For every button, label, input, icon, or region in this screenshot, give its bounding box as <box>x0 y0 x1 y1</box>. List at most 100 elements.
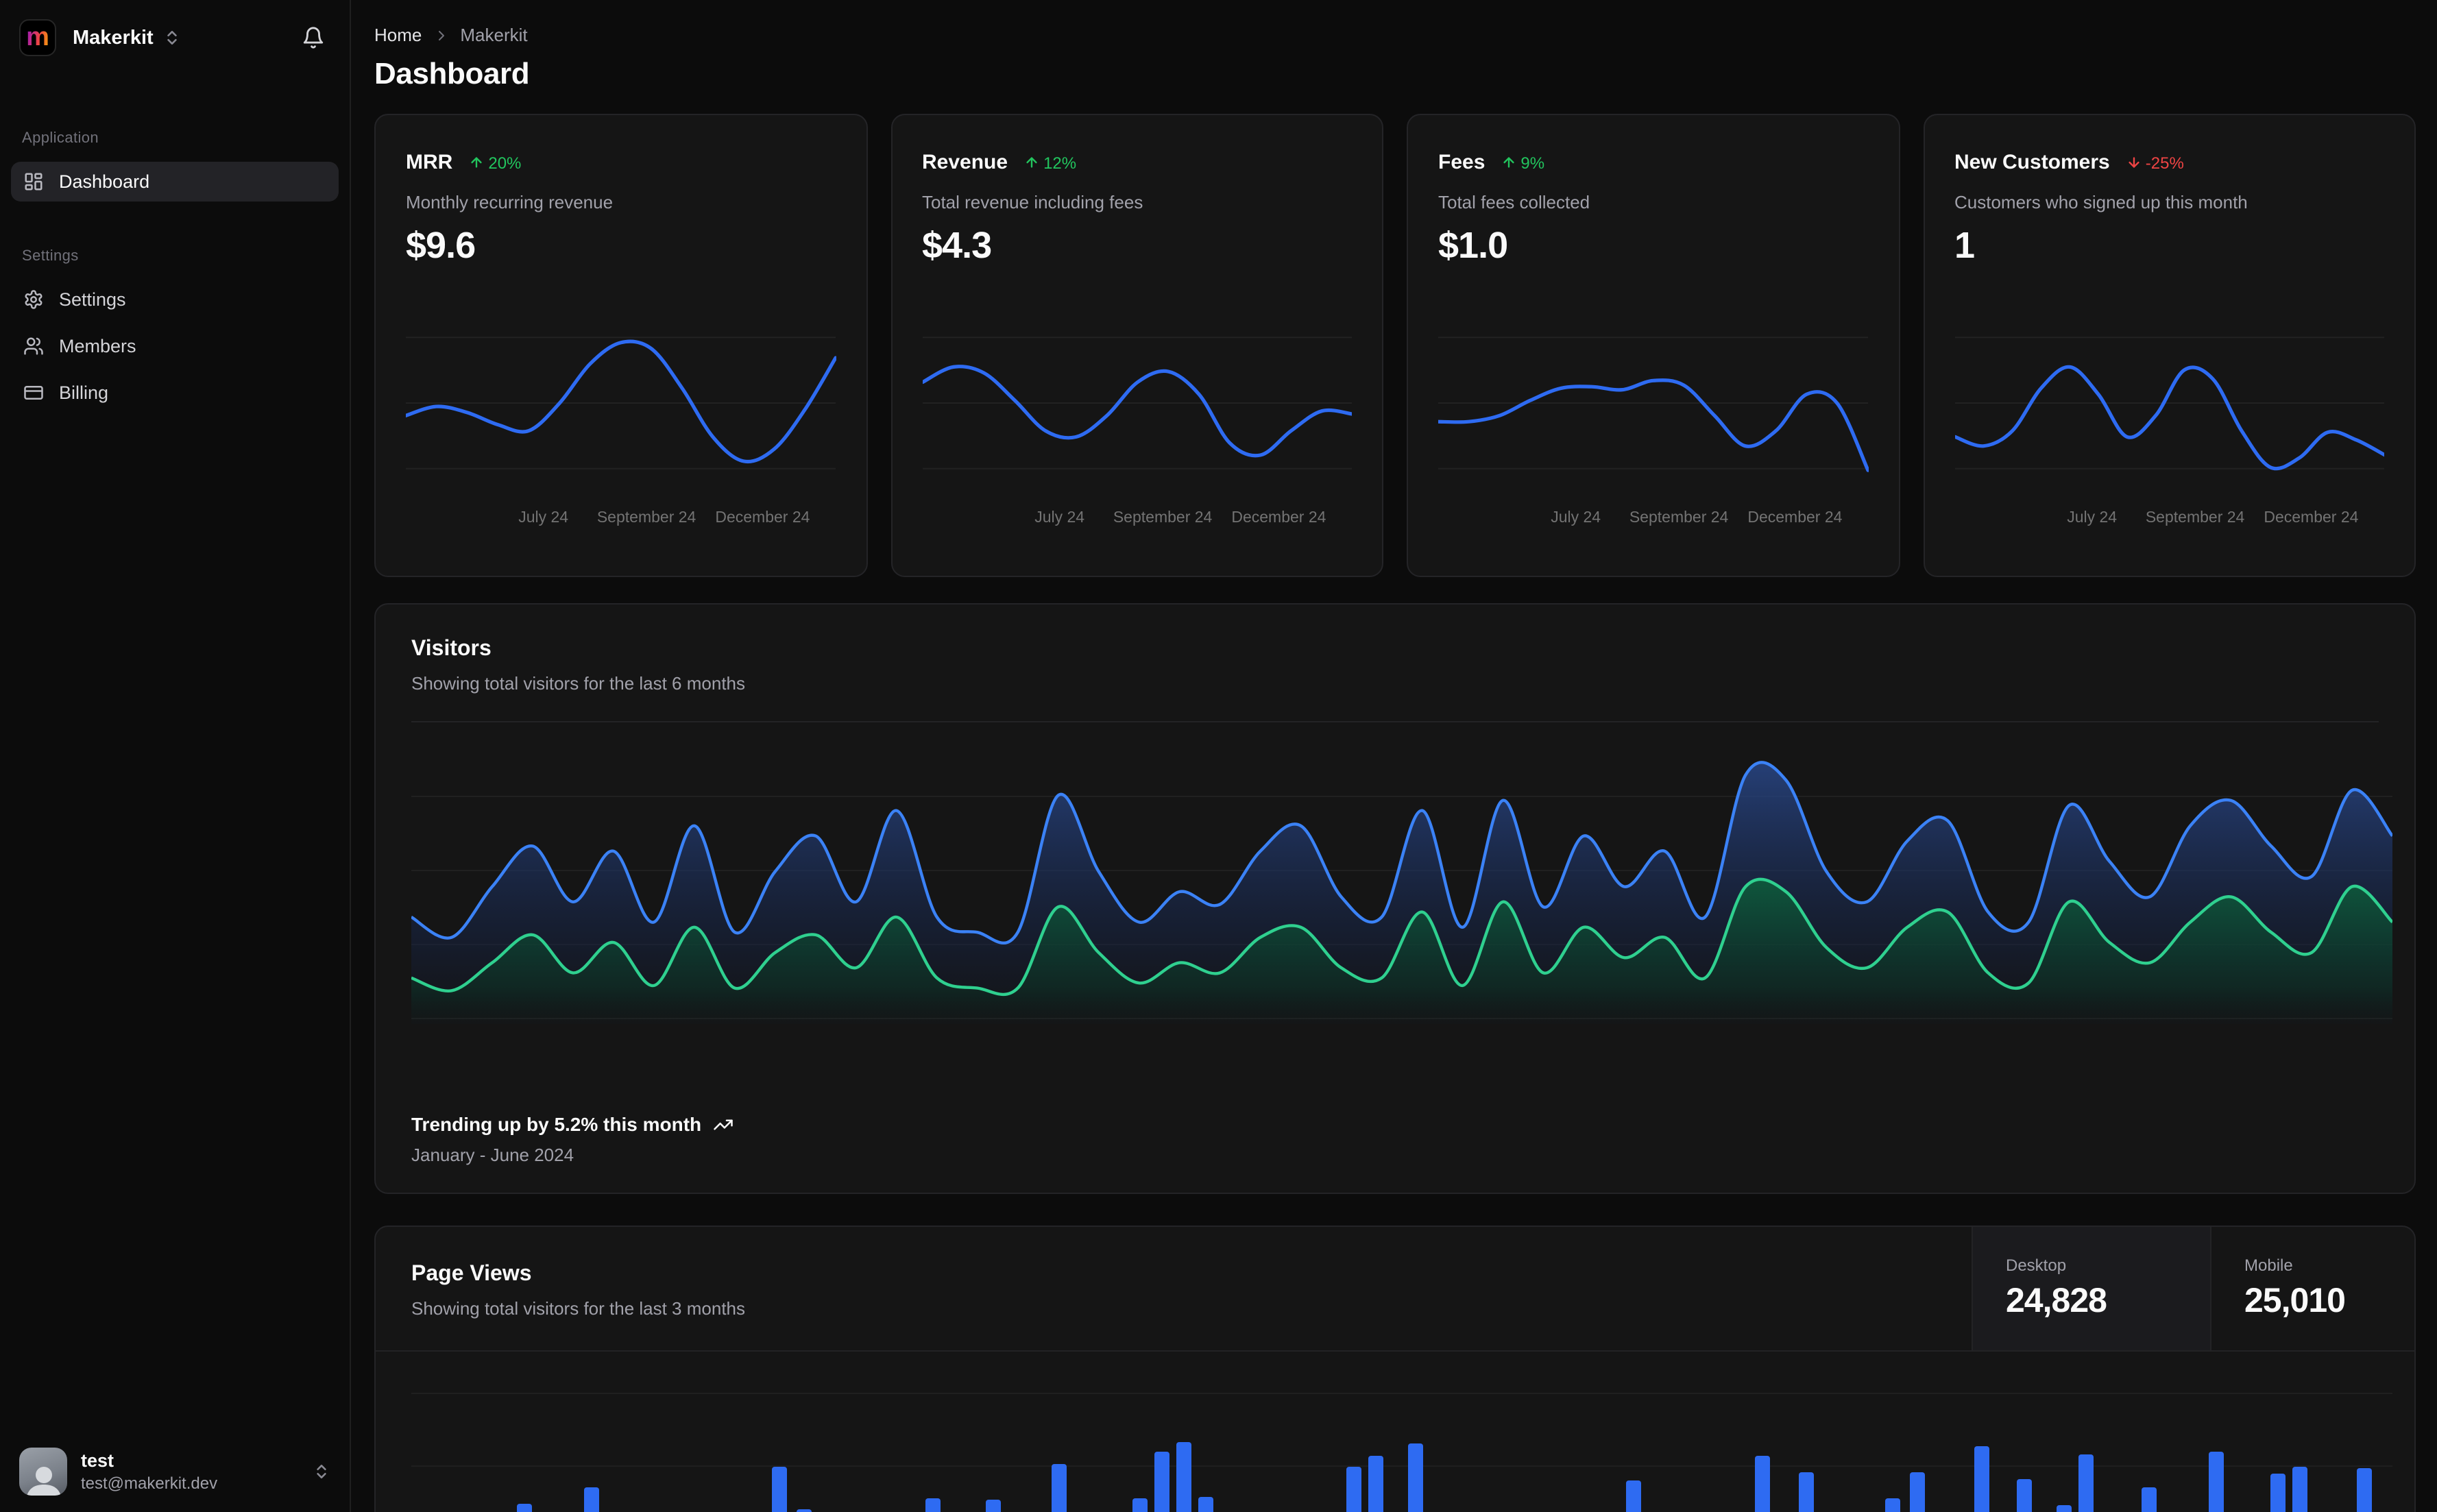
divider <box>411 721 2379 722</box>
stat-card-mrr: MRR 20% Monthly recurring revenue $9.6 J… <box>374 114 867 577</box>
logo-letter: m <box>26 23 49 52</box>
stat-title: New Customers <box>1954 151 2110 174</box>
revenue-sparkline <box>922 317 1352 489</box>
x-tick: September 24 <box>1113 510 1213 526</box>
arrow-up-icon <box>471 157 482 168</box>
workspace-switcher[interactable]: Makerkit <box>73 27 181 49</box>
page-views-subtitle: Showing total visitors for the last 3 mo… <box>411 1298 746 1319</box>
trending-up-icon <box>713 1119 732 1130</box>
sidebar-item-dashboard[interactable]: Dashboard <box>11 162 339 202</box>
section-label-settings: Settings <box>22 248 79 265</box>
page-views-bar <box>2056 1505 2072 1512</box>
stat-cards-row: MRR 20% Monthly recurring revenue $9.6 J… <box>374 114 2416 577</box>
dashboard-icon <box>25 173 43 191</box>
stat-description: Total fees collected <box>1438 192 1590 212</box>
page-views-bar <box>1154 1452 1170 1512</box>
x-tick: July 24 <box>1034 510 1085 526</box>
visitors-trend-text: Trending up by 5.2% this month <box>411 1113 702 1135</box>
page-views-card: Page Views Showing total visitors for th… <box>374 1226 2416 1512</box>
user-avatar <box>19 1448 67 1496</box>
chevrons-up-down-icon <box>167 31 177 45</box>
sparkline-x-labels: July 24 September 24 December 24 <box>1438 510 1868 529</box>
x-tick: July 24 <box>2067 510 2118 526</box>
visitors-card: Visitors Showing total visitors for the … <box>374 603 2416 1194</box>
arrow-up-icon <box>1503 157 1515 168</box>
stat-card-revenue: Revenue 12% Total revenue including fees… <box>890 114 1383 577</box>
arrow-up-icon <box>1026 157 1037 168</box>
sparkline-x-labels: July 24 September 24 December 24 <box>922 510 1352 529</box>
page-views-bar <box>1909 1472 1925 1512</box>
page-views-bar <box>583 1487 599 1512</box>
sparkline-x-labels: July 24 September 24 December 24 <box>406 510 836 529</box>
page-views-bar <box>1346 1467 1362 1512</box>
page-views-bar <box>1408 1443 1424 1512</box>
desktop-label: Desktop <box>2006 1256 2067 1275</box>
avatar-silhouette <box>26 1467 60 1496</box>
page-views-bar <box>1626 1480 1642 1512</box>
page-views-bar <box>796 1509 812 1512</box>
desktop-value: 24,828 <box>2006 1282 2107 1320</box>
stat-title: Fees <box>1438 151 1486 174</box>
sidebar-item-label: Dashboard <box>59 171 150 192</box>
stat-description: Total revenue including fees <box>922 192 1143 212</box>
page-views-bar <box>2016 1479 2032 1512</box>
stat-value: 1 <box>1954 225 1975 266</box>
mrr-sparkline-chart <box>406 317 836 489</box>
page-views-bar <box>1754 1456 1770 1512</box>
sidebar-item-settings[interactable]: Settings <box>11 280 339 319</box>
x-tick: July 24 <box>1551 510 1601 526</box>
page-views-bar <box>1198 1497 1213 1512</box>
toggle-mobile[interactable]: Mobile 25,010 <box>2210 1227 2414 1350</box>
nav-application: Dashboard <box>11 162 339 202</box>
fees-sparkline-chart <box>1438 317 1868 489</box>
page-views-bar <box>2078 1454 2094 1512</box>
x-tick: December 24 <box>1747 510 1843 526</box>
user-meta: test test@makerkit.dev <box>81 1450 217 1493</box>
fees-sparkline <box>1438 317 1868 489</box>
mobile-label: Mobile <box>2244 1256 2293 1275</box>
stat-value: $4.3 <box>922 225 992 266</box>
user-menu[interactable]: test test@makerkit.dev <box>0 1431 350 1512</box>
main-content: Home Makerkit Dashboard MRR 20% Monthly … <box>351 0 2437 1512</box>
breadcrumb: Home Makerkit <box>374 25 2416 45</box>
mrr-sparkline <box>406 317 836 489</box>
mobile-value: 25,010 <box>2244 1282 2346 1320</box>
page-views-bar <box>2270 1474 2286 1512</box>
stat-description: Customers who signed up this month <box>1954 192 2248 212</box>
stat-trend-value: 9% <box>1520 153 1545 172</box>
stat-trend-value: 20% <box>488 153 522 172</box>
new-customers-sparkline <box>1954 317 2384 489</box>
stat-value: $1.0 <box>1438 225 1508 266</box>
page-views-bar <box>1052 1464 1067 1512</box>
page-views-bar <box>2208 1452 2224 1512</box>
notifications-button[interactable] <box>296 21 330 55</box>
sidebar-item-members[interactable]: Members <box>11 326 339 366</box>
x-tick: July 24 <box>518 510 569 526</box>
page-title: Dashboard <box>374 56 530 90</box>
visitors-subtitle: Showing total visitors for the last 6 mo… <box>411 673 746 694</box>
visitors-header: Visitors Showing total visitors for the … <box>376 605 2414 721</box>
user-email: test@makerkit.dev <box>81 1474 218 1493</box>
sidebar: m Makerkit Application Dashboard Setting… <box>0 0 351 1512</box>
workspace-name: Makerkit <box>73 27 154 49</box>
revenue-sparkline-chart <box>922 317 1352 489</box>
page-views-bar <box>1885 1498 1901 1512</box>
x-tick: September 24 <box>1629 510 1729 526</box>
stat-title: MRR <box>406 151 453 174</box>
chevron-right-icon <box>433 27 449 43</box>
page-views-bar <box>1368 1456 1384 1512</box>
breadcrumb-home[interactable]: Home <box>374 25 422 45</box>
stat-trend-value: 12% <box>1043 153 1077 172</box>
stat-title: Revenue <box>922 151 1008 174</box>
sidebar-item-billing[interactable]: Billing <box>11 373 339 413</box>
stat-value: $9.6 <box>406 225 476 266</box>
sidebar-item-label: Billing <box>59 382 109 403</box>
toggle-desktop[interactable]: Desktop 24,828 <box>1972 1227 2210 1350</box>
x-tick: September 24 <box>596 510 696 526</box>
breadcrumb-current: Makerkit <box>460 25 528 45</box>
stat-trend-badge: 20% <box>469 153 521 172</box>
stat-description: Monthly recurring revenue <box>406 192 614 212</box>
x-tick: December 24 <box>1231 510 1326 526</box>
makerkit-logo[interactable]: m <box>19 19 56 56</box>
workspace-header: m Makerkit <box>11 19 339 56</box>
